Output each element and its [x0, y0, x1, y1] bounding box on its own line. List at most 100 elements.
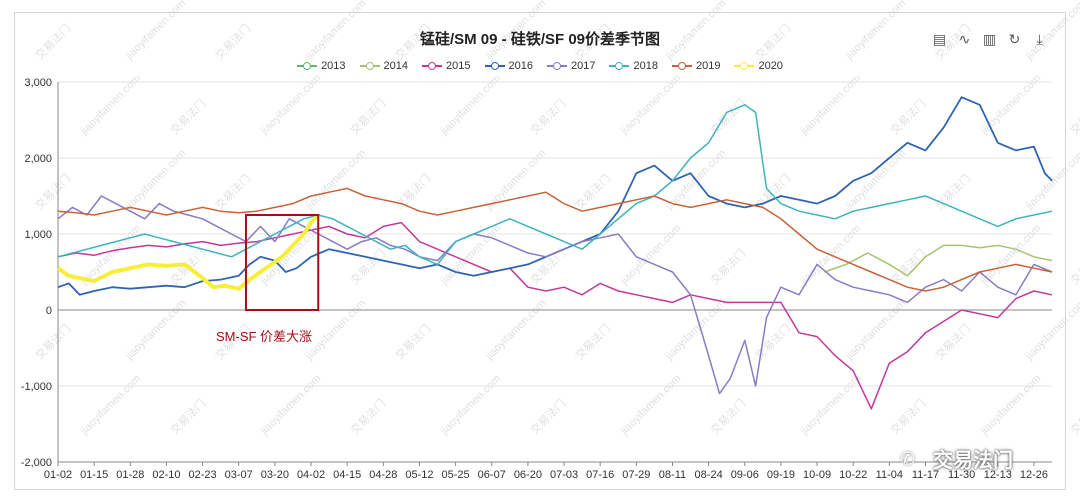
watermark-text: 交易法门 [707, 96, 748, 137]
data-view-icon[interactable]: ▤ [932, 32, 947, 48]
watermark-text: jiaoyifamen.com [438, 222, 503, 287]
x-tick-label: 09-06 [731, 469, 759, 481]
watermark-text: jiaoyifamen.com [483, 297, 548, 362]
legend-label: 2018 [633, 60, 658, 72]
x-tick-label: 03-20 [261, 469, 289, 481]
watermark-text: 交易法门 [887, 396, 928, 437]
watermark-text: jiaoyifamen.com [843, 297, 908, 362]
legend-item-2020[interactable]: 2020 [734, 60, 783, 72]
x-tick-label: 01-02 [44, 469, 72, 481]
x-tick-label: 04-28 [369, 469, 397, 481]
watermark-text: 交易法门 [527, 246, 568, 287]
legend-swatch [484, 61, 505, 71]
x-tick-label: 08-11 [659, 469, 686, 481]
y-tick-label: 1,000 [24, 229, 52, 241]
watermark-text: jiaoyifamen.com [618, 372, 683, 437]
watermark-text: jiaoyifamen.com [438, 372, 503, 437]
legend-swatch [671, 61, 692, 71]
x-tick-label: 06-07 [478, 469, 506, 481]
watermark-text: jiaoyifamen.com [618, 222, 683, 287]
x-tick-label: 01-28 [116, 469, 144, 481]
refresh-icon[interactable]: ↻ [1008, 32, 1021, 48]
chart-title: 锰硅/SM 09 - 硅铁/SF 09价差季节图 [419, 31, 661, 48]
watermark-text: jiaoyifamen.com [303, 147, 368, 212]
x-tick-label: 11-17 [912, 469, 939, 481]
brand-watermark: ✆ 交易法门 [900, 444, 1013, 473]
x-tick-label: 08-24 [695, 469, 723, 481]
watermark-text: jiaoyifamen.com [798, 372, 863, 437]
x-tick-label: 11-04 [876, 469, 903, 481]
watermark-text: 交易法门 [707, 246, 748, 287]
legend-label: 2017 [571, 60, 596, 72]
legend-swatch [734, 61, 755, 71]
watermark-text: 交易法门 [167, 96, 208, 137]
brand-text: 交易法门 [933, 450, 1013, 472]
y-tick-label: 2,000 [24, 153, 52, 165]
bar-chart-icon[interactable]: ▥ [982, 32, 997, 48]
watermark-text: 交易法门 [1067, 246, 1080, 287]
legend-item-2017[interactable]: 2017 [547, 60, 595, 72]
x-tick-label: 05-25 [442, 469, 470, 481]
watermark-text: jiaoyifamen.com [258, 372, 323, 437]
legend-item-2018[interactable]: 2018 [609, 60, 658, 72]
x-tick-label: 04-02 [297, 469, 325, 481]
x-tick-label: 02-23 [189, 469, 217, 481]
series-line-2019 [57, 187, 1053, 292]
legend-swatch [609, 61, 630, 71]
x-tick-label: 10-09 [803, 469, 831, 481]
watermark-text: 交易法门 [347, 246, 388, 287]
watermark-text: jiaoyifamen.com [978, 372, 1043, 437]
x-tick-label: 01-15 [80, 469, 108, 481]
x-tick-label: 06-20 [514, 469, 542, 481]
series-layer [56, 96, 1053, 410]
legend-swatch [547, 61, 567, 71]
line-chart-icon[interactable]: ∿ [958, 32, 971, 48]
series-line-2016 [57, 96, 1053, 296]
watermark-text: jiaoyifamen.com [663, 297, 728, 362]
legend-item-2019[interactable]: 2019 [671, 60, 720, 72]
watermark-text: 交易法门 [392, 321, 433, 362]
legend-label: 2015 [446, 60, 471, 72]
watermark-text: 交易法门 [752, 321, 793, 362]
x-tick-label: 04-15 [333, 469, 361, 481]
highlight-rect [244, 214, 320, 311]
x-tick-label: 03-07 [225, 469, 253, 481]
x-tick-label: 07-29 [622, 469, 650, 481]
toolbar: ▤ ∿ ▥ ↻ ⤓ [931, 32, 1048, 49]
watermark-text: 交易法门 [527, 96, 568, 137]
legend-item-2016[interactable]: 2016 [484, 60, 533, 72]
watermark-text: jiaoyifamen.com [78, 372, 143, 437]
axes: -2,000 -1,000 0 1,000 2,000 3,000 01-02 01-15 01… [21, 77, 1052, 481]
x-tick-label: 11-30 [948, 469, 975, 481]
legend-item-2014[interactable]: 2014 [359, 60, 409, 72]
watermark-text: 交易法门 [32, 171, 73, 212]
download-icon[interactable]: ⤓ [1036, 32, 1043, 48]
legend: 2013 2014 2015 2016 2017 2018 2019 2020 [0, 60, 1080, 72]
annotation-label: SM-SF 价差大涨 [216, 329, 313, 344]
watermark-text: 交易法门 [347, 96, 388, 137]
watermark-text: 交易法门 [932, 171, 973, 212]
watermark-text: 交易法门 [167, 396, 208, 437]
watermark-text: 交易法门 [887, 96, 928, 137]
x-tick-label: 12-13 [984, 469, 1012, 481]
watermark-text: 交易法门 [1067, 396, 1080, 437]
legend-item-2013[interactable]: 2013 [297, 60, 346, 72]
series-line-2018 [57, 104, 1053, 266]
legend-item-2015[interactable]: 2015 [422, 60, 471, 72]
legend-swatch [422, 61, 443, 71]
watermark-text: 交易法门 [212, 171, 253, 212]
watermark-text: 交易法门 [707, 396, 748, 437]
annotation-box [244, 214, 320, 311]
legend-label: 2020 [758, 60, 783, 72]
y-tick-label: -2,000 [21, 457, 52, 469]
y-tick-label: 3,000 [24, 77, 52, 89]
legend-label: 2014 [383, 60, 409, 72]
series-line-2020 [56, 213, 320, 291]
watermark-text: jiaoyifamen.com [123, 297, 188, 362]
legend-swatch [297, 61, 318, 71]
watermark-text: 交易法门 [572, 321, 613, 362]
legend-label: 2013 [321, 60, 346, 72]
x-tick-label: 09-19 [767, 469, 795, 481]
watermark-text: 交易法门 [392, 171, 433, 212]
